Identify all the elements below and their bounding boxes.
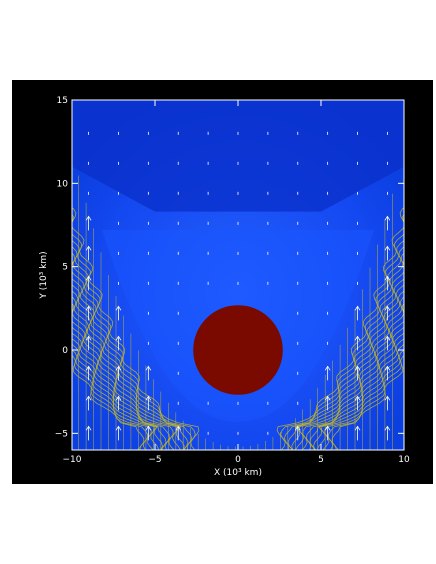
vector-arrowhead [384,305,391,311]
contour-line-right [313,309,404,450]
x-tick-label: 10 [398,455,410,465]
y-tick-label: −5 [55,429,68,439]
contour-line-left [72,332,160,450]
upper-field-region [72,100,404,212]
y-tick-label: 15 [57,96,68,106]
contour-line-left [72,309,163,450]
contour-line-right [309,302,404,450]
vector-arrowhead [115,335,122,341]
y-tick-label: 0 [62,346,68,356]
vector-arrowhead [85,245,92,251]
vector-arrowhead [354,395,361,401]
vector-arrowhead [294,425,301,431]
contour-line-left [72,259,181,450]
vector-arrowhead [384,215,391,221]
obstacle-disk [193,305,283,395]
vector-arrowhead [354,335,361,341]
contour-line-right [324,343,404,450]
figure-panel: −10 −5 0 5 10 −5 0 5 10 15 X (10³ km) Y (10³ km) [12,80,433,484]
vector-arrowhead [384,245,391,251]
contour-line-left [72,302,167,450]
contour-line-left [72,338,156,450]
vector-arrowhead [85,215,92,221]
contour-line-left [72,355,145,450]
vector-arrowhead [384,395,391,401]
vector-arrowhead [354,305,361,311]
vector-arrowhead [324,395,331,401]
velocity-vectors [85,131,391,441]
x-axis-label: X (10³ km) [214,468,262,478]
y-axis-label: Y (10³ km) [39,251,49,299]
x-tick-label: −5 [148,455,161,465]
vector-arrowhead [85,275,92,281]
contour-line-left [72,214,196,450]
contour-line-right [320,338,404,450]
vector-arrowhead [85,395,92,401]
contour-line-right [280,214,404,450]
plot-svg: −10 −5 0 5 10 −5 0 5 10 15 X (10³ km) Y (10³ km) [39,96,410,478]
vector-arrowhead [115,365,122,371]
x-tick-label: −10 [63,455,82,465]
y-tick-label: 10 [57,179,69,189]
vector-arrowhead [85,425,92,431]
vector-arrowhead [85,305,92,311]
vector-arrowhead [384,365,391,371]
x-tick-label: 0 [235,455,241,465]
vector-arrowhead [85,335,92,341]
vector-arrowhead [175,425,182,431]
y-axis-ticks: −5 0 5 10 15 [55,96,404,439]
vector-arrowhead [145,365,152,371]
vector-arrowhead [145,425,152,431]
vector-arrowhead [85,365,92,371]
contour-line-right [316,332,404,450]
vector-arrowhead [115,425,122,431]
vector-arrowhead [384,425,391,431]
contour-line-right [287,246,404,450]
x-tick-label: 5 [318,455,324,465]
contour-line-right [291,252,404,450]
y-tick-label: 5 [62,263,68,273]
vector-arrowhead [384,335,391,341]
vector-arrowhead [145,395,152,401]
contour-line-left [72,290,174,450]
x-axis-ticks: −10 −5 0 5 10 [63,100,410,465]
contour-line-left [72,246,189,450]
vector-arrowhead [384,275,391,281]
vector-arrowhead [354,365,361,371]
contour-line-left [72,284,178,450]
vector-arrowhead [354,425,361,431]
vector-arrowhead [324,365,331,371]
vector-arrowhead [324,425,331,431]
contour-lines [72,175,404,450]
vector-arrowhead [115,395,122,401]
vector-arrowhead [115,305,122,311]
contour-line-right [298,284,404,450]
contour-line-right [302,290,404,450]
contour-line-left [72,252,185,450]
